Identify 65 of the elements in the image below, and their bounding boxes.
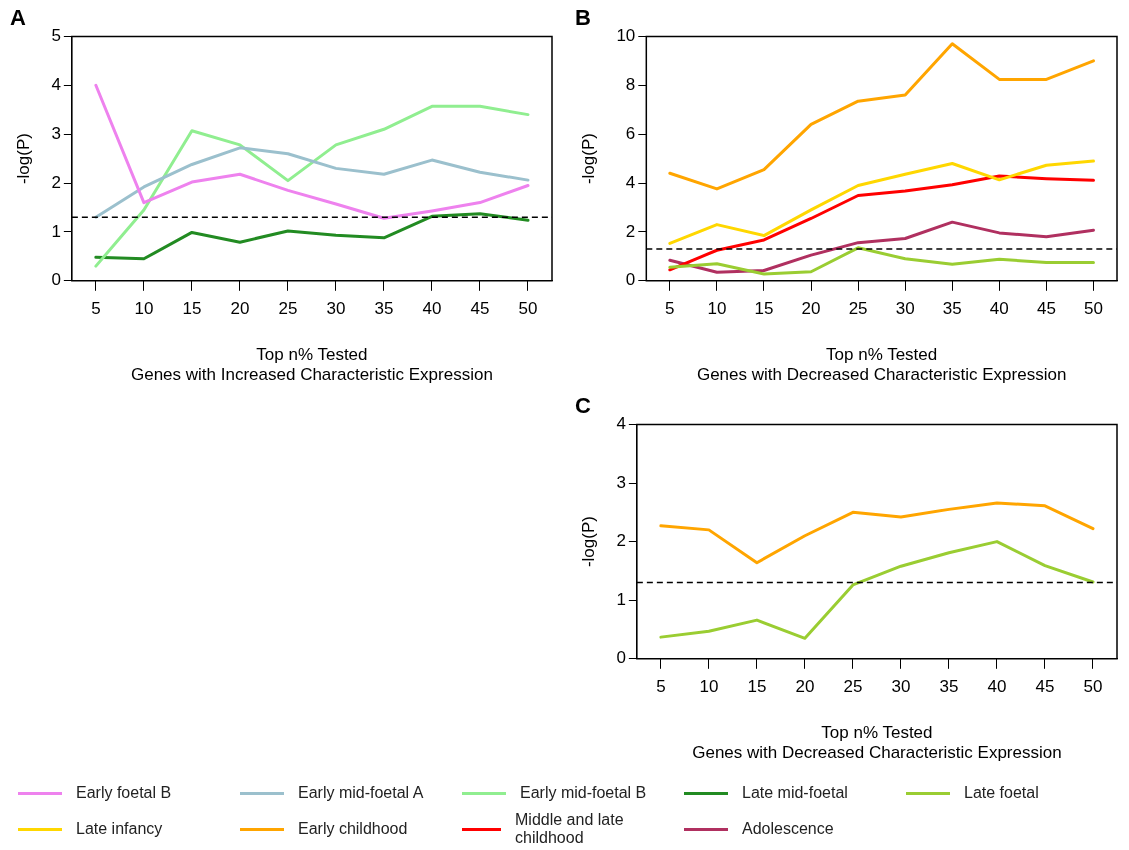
- x-tick-label: 25: [278, 298, 298, 318]
- x-axis-title: Top n% Tested Genes with Decreased Characteristic Expression: [692, 723, 1062, 763]
- legend-label: Early mid-foetal B: [520, 784, 647, 802]
- x-tick-label: 45: [470, 298, 490, 318]
- x-tick-label: 15: [747, 676, 767, 696]
- legend-label: Early childhood: [298, 820, 408, 838]
- x-tick-label: 35: [942, 298, 962, 318]
- x-tick-label: 30: [326, 298, 346, 318]
- y-axis-title: -log(P): [578, 133, 598, 185]
- y-tick-label: 4: [51, 74, 61, 94]
- legend-label: Middle and late childhood: [515, 811, 625, 847]
- x-tick-label: 50: [518, 298, 538, 318]
- y-tick-label: 6: [625, 123, 636, 143]
- y-tick-label: 4: [625, 172, 636, 192]
- y-tick-label: 0: [625, 270, 636, 290]
- y-tick-label: 3: [51, 123, 61, 143]
- y-tick-label: 2: [51, 172, 61, 192]
- x-tick-label: 20: [230, 298, 250, 318]
- y-tick-label: 3: [616, 472, 626, 492]
- x-tick-label: 40: [422, 298, 442, 318]
- y-tick-label: 2: [625, 221, 636, 241]
- x-tick-label: 15: [182, 298, 202, 318]
- y-tick-label: 0: [616, 648, 626, 668]
- legend-label: Adolescence: [742, 820, 834, 838]
- x-tick-label: 50: [1084, 298, 1103, 318]
- y-axis-title: -log(P): [13, 133, 33, 185]
- x-tick-label: 20: [795, 676, 815, 696]
- x-tick-label: 30: [895, 298, 915, 318]
- x-tick-label: 20: [801, 298, 821, 318]
- chart-title: B: [575, 5, 591, 31]
- x-tick-label: 35: [374, 298, 394, 318]
- x-tick-label: 35: [939, 676, 959, 696]
- chart-title: C: [575, 393, 591, 419]
- legend-label: Early foetal B: [76, 784, 172, 802]
- x-tick-label: 10: [699, 676, 719, 696]
- y-tick-label: 1: [616, 589, 626, 609]
- legend-label: Late foetal: [964, 784, 1039, 802]
- x-tick-label: 5: [91, 298, 101, 318]
- y-tick-label: 2: [616, 531, 626, 551]
- x-tick-label: 40: [989, 298, 1009, 318]
- y-axis-title: -log(P): [578, 516, 598, 568]
- x-tick-label: 10: [707, 298, 727, 318]
- x-tick-label: 25: [848, 298, 868, 318]
- x-tick-label: 45: [1035, 676, 1055, 696]
- x-tick-label: 30: [891, 676, 911, 696]
- x-tick-label: 40: [987, 676, 1007, 696]
- x-tick-label: 15: [754, 298, 774, 318]
- y-tick-label: 4: [616, 414, 626, 434]
- y-tick-label: 0: [51, 270, 61, 290]
- x-axis-title: Top n% Tested Genes with Increased Characteristic Expression: [130, 345, 493, 385]
- y-tick-label: 1: [51, 221, 61, 241]
- x-tick-label: 45: [1036, 298, 1056, 318]
- legend-label: Early mid-foetal A: [298, 784, 424, 802]
- y-tick-label: 10: [616, 26, 636, 46]
- x-tick-label: 50: [1083, 676, 1103, 696]
- x-tick-label: 5: [665, 298, 675, 318]
- legend-label: Late mid-foetal: [742, 784, 848, 802]
- x-tick-label: 25: [843, 676, 863, 696]
- y-tick-label: 5: [51, 26, 61, 46]
- x-axis-title: Top n% Tested Genes with Decreased Characteristic Expression: [696, 345, 1067, 385]
- x-tick-label: 5: [656, 676, 666, 696]
- y-tick-label: 8: [625, 74, 636, 94]
- chart-title: A: [10, 5, 26, 31]
- x-tick-label: 10: [134, 298, 154, 318]
- legend-label: Late infancy: [76, 820, 163, 838]
